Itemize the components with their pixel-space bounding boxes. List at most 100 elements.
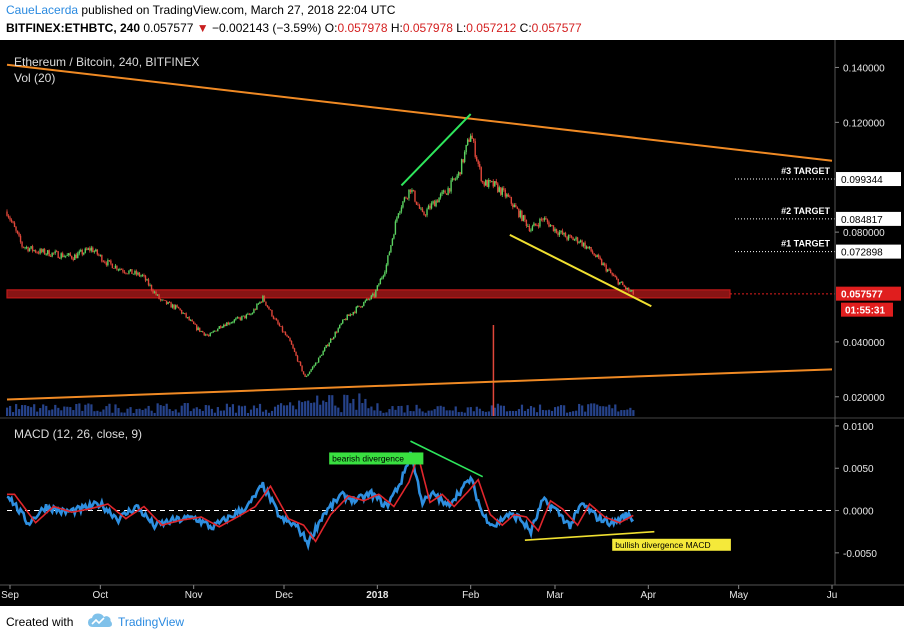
candle-body: [340, 323, 342, 325]
candle-body: [36, 252, 38, 254]
tradingview-cloud-icon[interactable]: [87, 612, 113, 630]
candle-body: [55, 251, 58, 253]
candle-body: [310, 369, 312, 372]
candle-body: [58, 258, 61, 259]
candle-body: [423, 211, 425, 215]
candle-body: [479, 164, 481, 168]
volume-bar: [195, 407, 198, 416]
candle-body: [396, 217, 398, 222]
candle-body: [92, 247, 94, 253]
candle-body: [521, 210, 523, 221]
candle-body: [80, 250, 82, 252]
candle-body: [426, 209, 428, 216]
candle-body: [250, 314, 252, 316]
candle-body: [235, 318, 237, 320]
candle-body: [60, 253, 62, 259]
target-price-tag-text: 0.072898: [841, 248, 883, 259]
candle-body: [504, 189, 507, 197]
candle-body: [96, 249, 99, 255]
author-link[interactable]: CaueLacerda: [6, 3, 79, 17]
candle-body: [509, 196, 511, 198]
volume-bar: [379, 410, 382, 416]
candle-body: [123, 271, 126, 273]
candle-body: [573, 239, 576, 241]
chart-svg[interactable]: #3 TARGET 0.099344 #2 TARGET 0.084817 #1 TAR…: [0, 40, 904, 606]
candle-body: [183, 313, 186, 314]
candle-body: [217, 328, 219, 332]
volume-bar: [394, 409, 397, 416]
volume-bar: [258, 403, 262, 416]
candle-body: [119, 268, 121, 270]
candle-body: [352, 312, 354, 315]
candle-body: [355, 306, 357, 313]
volume-bar: [216, 407, 219, 416]
volume-bar: [295, 409, 298, 416]
volume-bar: [108, 403, 111, 416]
volume-bar: [304, 401, 307, 416]
candle-body: [492, 181, 494, 187]
volume-bar: [249, 409, 253, 416]
volume-bar: [412, 411, 415, 416]
candle-body: [77, 253, 79, 259]
volume-bar: [54, 404, 57, 416]
candle-body: [594, 255, 597, 257]
volume-bar: [436, 406, 439, 416]
volume-bar: [427, 410, 430, 416]
candle-body: [226, 322, 228, 327]
volume-bar: [508, 410, 512, 416]
target-lines: #3 TARGET 0.099344 #2 TARGET 0.084817 #1 TAR…: [735, 166, 901, 317]
candle-body: [561, 230, 564, 235]
candle-body: [314, 362, 317, 366]
candle-body: [459, 172, 461, 175]
candle-body: [441, 191, 443, 194]
candle-body: [48, 250, 50, 257]
yellow-divergence-line: [524, 530, 655, 541]
candle-body: [195, 324, 198, 331]
candle-body: [173, 304, 175, 309]
candle-body: [524, 215, 526, 220]
volume-spike-bar: [492, 325, 495, 416]
volume-bar: [105, 406, 108, 416]
candle-body: [242, 315, 245, 317]
candle-body: [16, 230, 19, 234]
candle-body: [448, 188, 451, 192]
candle-body: [33, 250, 35, 251]
volume-bar: [541, 409, 545, 416]
annotation-box: [329, 452, 424, 465]
candle-body: [274, 318, 276, 320]
candle-body: [215, 330, 217, 332]
chart-area[interactable]: #3 TARGET 0.099344 #2 TARGET 0.084817 #1 TAR…: [0, 40, 904, 606]
candle-body: [572, 237, 574, 241]
volume-bar: [132, 412, 135, 416]
volume-bar: [174, 409, 177, 416]
candle-body: [244, 315, 246, 319]
candle-body: [15, 227, 17, 231]
volume-bar: [334, 405, 337, 416]
candle-body: [31, 246, 34, 251]
tradingview-brand-link[interactable]: TradingView: [118, 615, 185, 629]
candle-body: [57, 251, 59, 259]
macd-tick-label: 0.0050: [843, 464, 874, 475]
volume-bar: [171, 411, 174, 416]
candle-body: [616, 277, 618, 279]
volume-bar: [126, 408, 129, 416]
candle-body: [518, 208, 520, 218]
volume-bar: [313, 402, 316, 416]
volume-bar: [526, 408, 530, 416]
candle-body: [126, 273, 129, 275]
volume-bar: [457, 412, 460, 416]
candle-body: [316, 362, 318, 364]
candle-body: [186, 317, 189, 318]
volume-bar: [328, 395, 331, 416]
candle-body: [488, 180, 490, 187]
candle-body: [491, 181, 493, 182]
candle-body: [102, 261, 105, 263]
candle-body: [457, 172, 460, 176]
candle-body: [108, 260, 111, 261]
candle-body: [632, 290, 634, 295]
time-tick-label: Dec: [275, 590, 293, 601]
candle-body: [239, 317, 242, 320]
volume-bar: [448, 410, 451, 416]
candle-body: [101, 255, 103, 262]
candle-body: [62, 253, 64, 258]
